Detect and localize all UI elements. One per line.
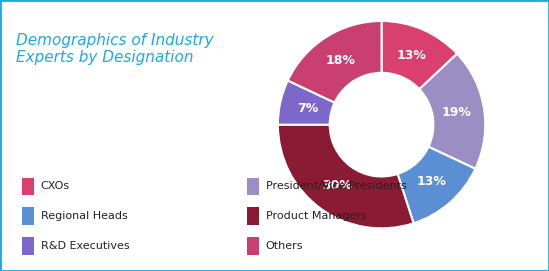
Wedge shape — [288, 21, 382, 103]
Text: 18%: 18% — [326, 54, 356, 67]
Wedge shape — [278, 80, 335, 125]
Text: Others: Others — [266, 241, 303, 251]
Text: Demographics of Industry
Experts by Designation: Demographics of Industry Experts by Desi… — [16, 33, 214, 65]
Text: R&D Executives: R&D Executives — [41, 241, 129, 251]
Text: 19%: 19% — [441, 106, 471, 119]
Text: Product Managers: Product Managers — [266, 211, 367, 221]
Wedge shape — [278, 125, 413, 228]
Wedge shape — [382, 21, 457, 89]
Wedge shape — [397, 147, 475, 223]
Text: 30%: 30% — [322, 179, 352, 192]
Text: 13%: 13% — [397, 49, 427, 62]
Text: 7%: 7% — [297, 102, 318, 115]
Text: President/Vice Presidents: President/Vice Presidents — [266, 182, 406, 191]
Wedge shape — [419, 54, 485, 169]
Text: CXOs: CXOs — [41, 182, 70, 191]
Text: 13%: 13% — [417, 175, 446, 188]
Text: Regional Heads: Regional Heads — [41, 211, 127, 221]
